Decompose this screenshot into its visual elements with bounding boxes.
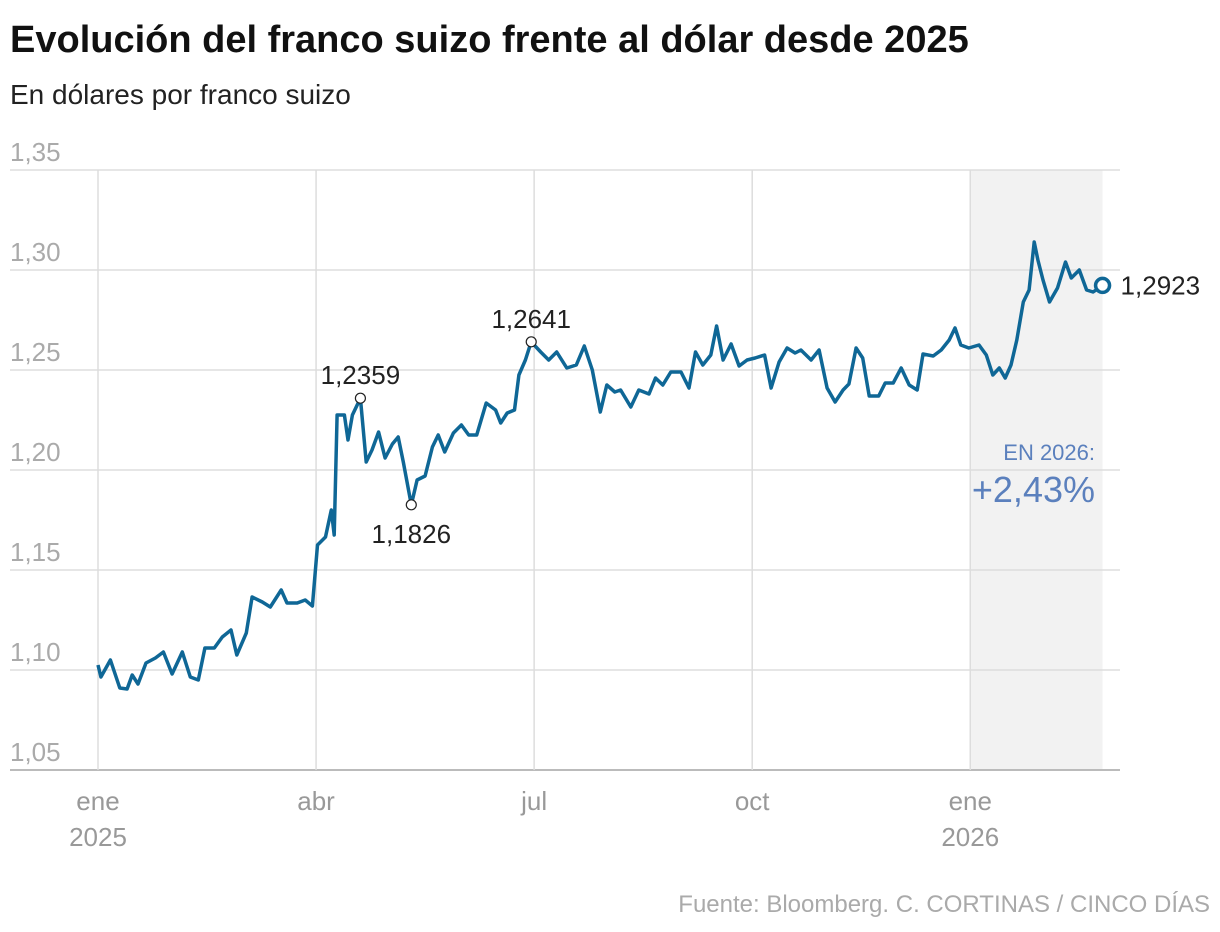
chart-subtitle: En dólares por franco suizo [10, 79, 351, 110]
point-marker [354, 392, 367, 404]
value-label: 1,2359 [321, 360, 401, 390]
chart-title: Evolución del franco suizo frente al dól… [10, 19, 969, 61]
y-tick-label: 1,25 [10, 337, 61, 367]
annotation: EN 2026: [1003, 440, 1095, 465]
last-point [1093, 276, 1112, 295]
value-label: 1,1826 [372, 519, 452, 549]
point-marker [525, 336, 537, 348]
y-tick-label: 1,20 [10, 437, 61, 467]
y-tick-label: 1,30 [10, 237, 61, 267]
y-tick-label: 1,05 [10, 737, 61, 767]
x-tick-label: oct [735, 786, 770, 816]
value-label: 1,2923 [1121, 270, 1201, 300]
annotation: +2,43% [972, 469, 1095, 510]
y-tick-label: 1,10 [10, 637, 61, 667]
point-marker [405, 499, 417, 511]
y-tick-label: 1,15 [10, 537, 61, 567]
source: Fuente: Bloomberg. C. CORTINAS / CINCO D… [678, 891, 1210, 918]
x-tick-label: ene 2026 [941, 786, 999, 852]
price-line [96, 240, 1104, 691]
x-tick-label: abr [297, 786, 335, 816]
value-label: 1,2641 [491, 304, 571, 334]
y-tick-label: 1,35 [10, 137, 61, 167]
x-tick-label: jul [520, 786, 547, 816]
x-tick-label: ene 2025 [69, 786, 127, 852]
